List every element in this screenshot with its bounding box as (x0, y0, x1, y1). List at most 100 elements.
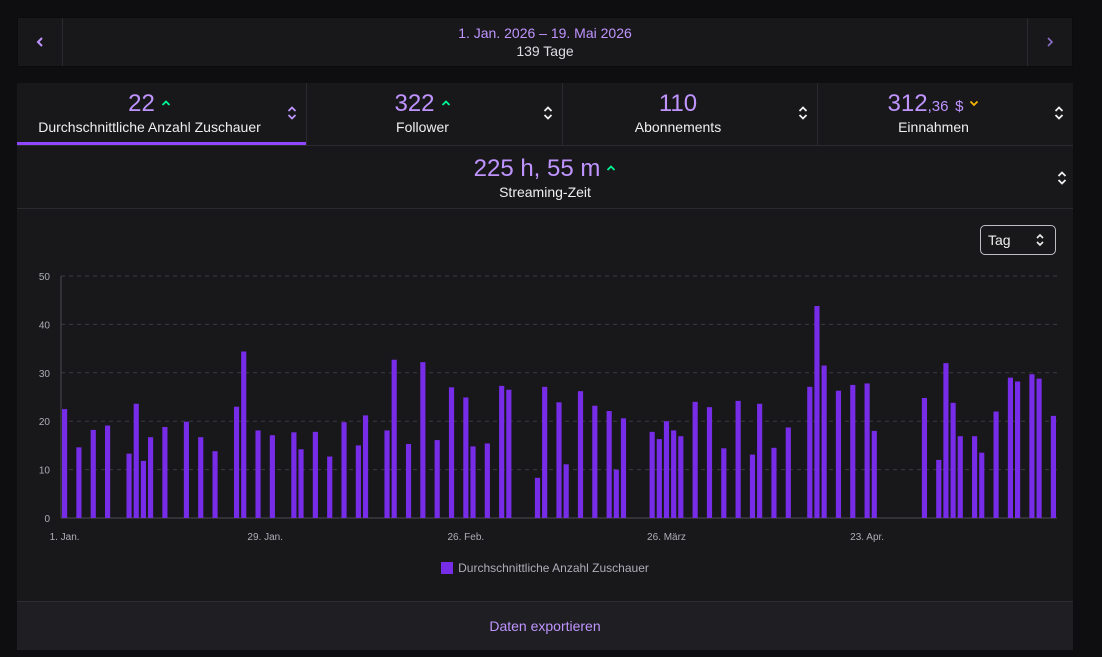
chart-bar (957, 436, 963, 518)
chart-bar (972, 436, 978, 518)
chart-bar (255, 430, 261, 518)
chart-bar (613, 469, 619, 518)
chart-bar (76, 447, 82, 518)
chart-bar (90, 429, 96, 518)
metric-value: 322 (307, 89, 538, 119)
metric-value: 225 h, 55 m (17, 154, 1073, 184)
chart-bar (757, 403, 763, 518)
y-tick-label: 30 (39, 369, 51, 380)
sort-toggle-icon[interactable] (1056, 170, 1068, 186)
previous-period-button[interactable] (18, 18, 63, 66)
chart-bar (355, 445, 361, 518)
chart-bar (921, 397, 928, 518)
chart-bar (105, 425, 111, 518)
chart-bar (692, 401, 698, 518)
chart-bar (62, 409, 68, 518)
chart-bar (1036, 378, 1042, 518)
chevron-left-icon (36, 37, 43, 47)
chart-bar (950, 402, 956, 518)
select-arrows-icon (1036, 233, 1044, 247)
chart-bar (126, 453, 132, 518)
chart-bar (484, 443, 490, 518)
sort-toggle-icon[interactable] (1053, 105, 1065, 121)
chart-panel: Tag 0 10 20 30 40 50 1. Jan. 29. Jan. 26. Feb. 26… (17, 209, 1073, 601)
sort-toggle-icon[interactable] (286, 105, 298, 121)
metric-tab-revenue[interactable]: 312,36 $ Einnahmen (817, 83, 1073, 145)
x-tick-label: 26. Feb. (447, 532, 484, 543)
revenue-value-decimal: ,36 (927, 98, 949, 115)
followers-value: 322 (394, 90, 435, 117)
date-range-display: 1. Jan. 2026 – 19. Mai 2026 139 Tage (62, 24, 1028, 60)
chart-bar (183, 421, 189, 518)
y-tick-label: 0 (44, 514, 50, 525)
chart-bar (606, 411, 612, 518)
chart-bar (534, 477, 541, 518)
chart-bar (542, 386, 548, 518)
chart-bar (269, 435, 275, 518)
chart-bar (671, 430, 677, 518)
next-period-button[interactable] (1027, 18, 1072, 66)
x-tick-label: 29. Jan. (247, 532, 283, 543)
date-range-days: 139 Tage (516, 43, 574, 59)
metric-label: Abonnements (634, 119, 722, 135)
revenue-currency: $ (955, 98, 964, 115)
chart-bar (706, 407, 713, 518)
y-tick-label: 20 (39, 417, 51, 428)
metric-label: Follower (396, 119, 449, 135)
chart-bar (749, 454, 756, 518)
chart-bar (936, 459, 942, 518)
export-data-label: Daten exportieren (489, 618, 601, 634)
x-tick-label: 26. März (647, 532, 686, 543)
sort-toggle-icon[interactable] (797, 105, 809, 121)
trend-up-icon (441, 100, 450, 106)
chart-bar (1050, 415, 1056, 518)
chart-bar (807, 386, 813, 518)
chart-bar (943, 363, 949, 518)
y-tick-label: 40 (39, 320, 51, 331)
chart-bar (663, 421, 670, 518)
y-tick-label: 50 (39, 272, 51, 283)
chart-bar (162, 427, 168, 518)
chart-bar (1007, 377, 1013, 518)
chart-bar (405, 443, 412, 518)
chart-bar (391, 359, 397, 518)
legend-label: Durchschnittliche Anzahl Zuschauer (458, 561, 649, 575)
interval-select[interactable]: Tag (980, 225, 1056, 255)
chart-bar (463, 397, 469, 518)
metric-label: Durchschnittliche Anzahl Zuschauer (38, 119, 261, 135)
chart-bar (835, 390, 842, 518)
chart-bar (1029, 374, 1035, 518)
chart-bar (341, 422, 347, 518)
metric-tab-subscriptions[interactable]: 110 Abonnements (562, 83, 817, 145)
date-range-navigator: 1. Jan. 2026 – 19. Mai 2026 139 Tage (17, 17, 1073, 67)
chart-bar (814, 306, 820, 518)
chart-bar (448, 387, 455, 518)
date-range-label: 1. Jan. 2026 – 19. Mai 2026 (458, 25, 632, 41)
chart-bar (678, 436, 684, 518)
chart-bar (291, 432, 297, 518)
chart-bar (821, 365, 827, 518)
chart-bar (241, 351, 247, 518)
chart-legend: Durchschnittliche Anzahl Zuschauer (17, 561, 1073, 575)
chart-bar (649, 431, 655, 518)
metric-tab-avg-viewers[interactable]: 22 Durchschnittliche Anzahl Zuschauer (17, 83, 306, 145)
chart-bar (656, 439, 662, 518)
trend-up-icon (607, 165, 616, 171)
sort-toggle-icon[interactable] (542, 105, 554, 121)
metric-tab-streaming-time[interactable]: 225 h, 55 m Streaming-Zeit (17, 145, 1073, 209)
chart-bar (620, 418, 627, 518)
streaming-time-value: 225 h, 55 m (473, 155, 601, 182)
chart-bar (499, 385, 505, 518)
x-tick-label: 1. Jan. (50, 532, 80, 543)
chart-bar (298, 449, 304, 518)
chart-bar (850, 384, 856, 518)
metric-tab-followers[interactable]: 322 Follower (306, 83, 562, 145)
subscriptions-value: 110 (658, 90, 698, 117)
chart-bar (384, 430, 390, 518)
export-data-button[interactable]: Daten exportieren (17, 601, 1073, 650)
chart-bar (420, 362, 426, 518)
chart-bar (993, 411, 999, 518)
trend-down-icon (970, 100, 979, 107)
chart-bar (147, 437, 154, 518)
metric-label: Streaming-Zeit (499, 184, 591, 200)
